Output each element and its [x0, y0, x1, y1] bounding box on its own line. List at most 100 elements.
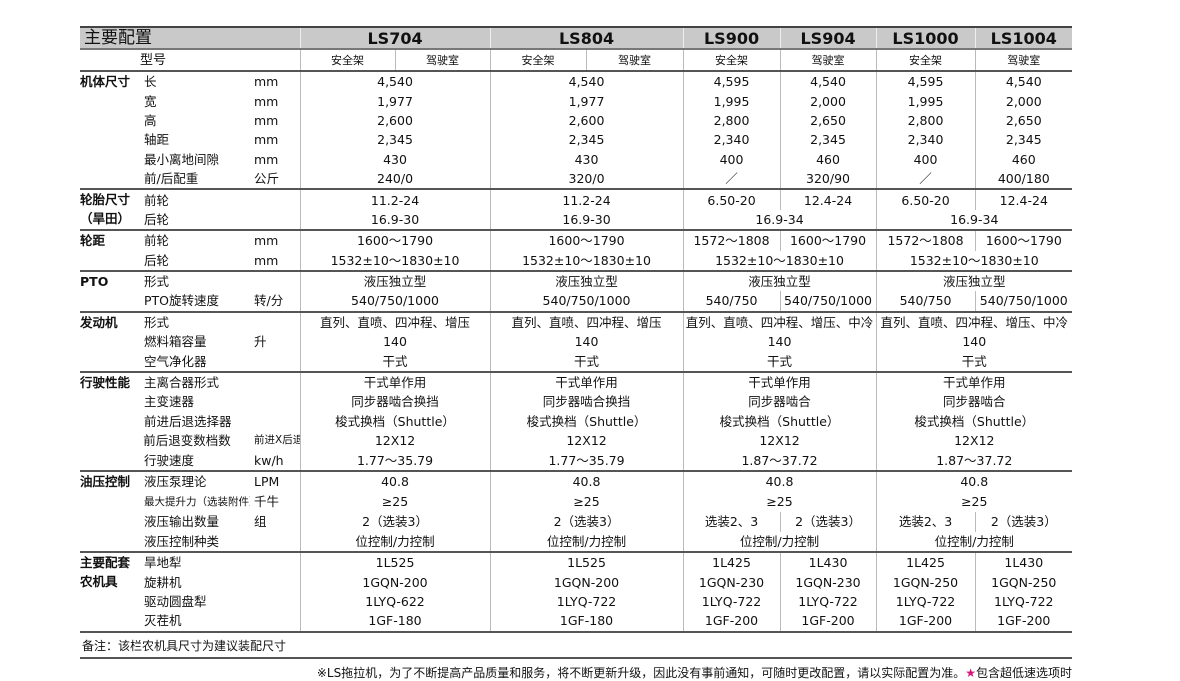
value-cell: 1,977 — [299, 91, 491, 111]
value-text: 1,977 — [377, 93, 413, 109]
ls904-cab: 驾驶室 — [779, 49, 877, 72]
category-label: 发动机 — [80, 310, 140, 372]
value-text: 2,650 — [810, 112, 846, 128]
value-cell: 140 — [682, 332, 877, 352]
table-row: 机体尺寸长 mm 4,540 4,540 4,595 4,540 4,595 4,540 — [80, 69, 1073, 190]
value-cell: 1GF-180 — [489, 611, 684, 631]
value-text: 16.9-30 — [562, 211, 611, 227]
unit-label: mm — [250, 69, 301, 92]
item-label: 驱动圆盘犁 — [140, 592, 250, 611]
ls804-cab: 驾驶室 — [585, 49, 684, 72]
value-cell: 1L525 — [489, 550, 684, 573]
unit-label — [250, 572, 300, 591]
category-label: PTO — [80, 269, 140, 312]
unit-label — [250, 412, 300, 431]
value-text: 干式 — [961, 353, 987, 369]
value-text: 4,540 — [810, 74, 846, 90]
value-text: 1L525 — [375, 555, 415, 571]
value-text: 1GQN-250 — [991, 574, 1057, 590]
value-text: 40.8 — [381, 474, 409, 489]
ls1000-safety-frame: 安全架 — [875, 49, 976, 72]
value-text: 2,650 — [1005, 112, 1042, 128]
value-cell: 1600～1790 — [974, 229, 1073, 251]
value-cell: 2,340 — [875, 130, 976, 150]
value-text: 40.8 — [572, 474, 601, 489]
value-cell: 选装2、3 — [682, 512, 781, 532]
unit-label: 升 — [254, 334, 267, 350]
value-text: 1600～1790 — [548, 233, 625, 249]
value-text: 460 — [1011, 151, 1036, 167]
category-label: 轮距 — [80, 229, 140, 271]
value-text: 1GF-180 — [559, 613, 614, 629]
footnote: 备注：该栏农机具尺寸为建议装配尺寸 — [80, 630, 1072, 655]
value-cell: 2,345 — [779, 130, 877, 150]
item-label: 灭茬机 — [140, 611, 250, 630]
spec-table: 主要配置 LS704 LS804 LS900 LS904 LS1000 LS10… — [80, 26, 1073, 631]
value-cell: 2,800 — [682, 110, 781, 131]
unit-label — [250, 310, 301, 333]
value-text: 1GQN-200 — [362, 574, 428, 590]
unit-label: mm — [254, 151, 279, 167]
star-icon: ★ — [965, 665, 976, 680]
ls1004-cab: 驾驶室 — [974, 49, 1073, 72]
value-text: 4,540 — [377, 74, 413, 90]
value-cell: 16.9-34 — [875, 209, 1073, 231]
model-ls1004: LS1004 — [974, 26, 1073, 50]
unit-label — [250, 532, 300, 552]
value-cell: 1L430 — [779, 550, 877, 573]
value-text: 2,800 — [907, 112, 944, 128]
unit-label: mm — [254, 112, 279, 128]
item-label: 高 — [140, 111, 250, 130]
item-label: 后轮 — [140, 210, 250, 230]
value-cell: 140 — [875, 332, 1073, 352]
table-row: 宽 mm 1,977 1,977 1,995 2,000 1,995 2,000 — [80, 91, 1073, 111]
value-cell: 240/0 — [299, 168, 491, 190]
value-cell: 1GQN-200 — [299, 572, 491, 592]
value-text: 1GF-200 — [898, 613, 953, 629]
value-cell: 540/750/1000 — [779, 291, 877, 312]
item-label: 行驶速度 — [140, 450, 250, 470]
table-row: PTO旋转速度 转/分 540/750/1000 540/750/1000 540/75… — [80, 291, 1073, 312]
model-label: 型号 — [80, 49, 301, 72]
value-text: 2,345 — [1005, 132, 1042, 148]
value-text: 位控制/力控制 — [355, 533, 435, 549]
value-cell: 1L430 — [974, 550, 1073, 573]
value-text: 12.4-24 — [999, 192, 1048, 208]
value-text: 540/750 — [899, 293, 952, 309]
value-cell: 1L425 — [875, 550, 976, 573]
value-text: 1600～1790 — [356, 233, 434, 249]
value-text: 40.8 — [765, 474, 794, 489]
value-text: 1532±10～1830±10 — [715, 252, 844, 268]
table-row: 前进后退选择器 梭式换档（Shuttle） 梭式换档（Shuttle） 梭式换档（Sh… — [80, 411, 1073, 432]
value-cell: 16.9-34 — [682, 209, 877, 231]
value-cell: 干式单作用 — [875, 370, 1073, 393]
value-cell: 1L425 — [682, 550, 781, 573]
value-text: 2,600 — [377, 112, 413, 128]
table-row: 驱动圆盘犁 1LYQ-622 1LYQ-722 1LYQ-722 1LYQ-722 1LY… — [80, 591, 1073, 612]
value-cell: 直列、直喷、四冲程、增压 — [489, 310, 684, 333]
value-cell: 1600～1790 — [489, 229, 684, 251]
value-cell: 1600～1790 — [299, 229, 491, 251]
value-text: 1.77～35.79 — [356, 452, 434, 468]
value-text: 1L430 — [808, 555, 848, 571]
value-text: ／ — [725, 171, 738, 187]
category-label: 机体尺寸 — [80, 69, 140, 190]
value-text: 1532±10～1830±10 — [909, 252, 1039, 268]
value-cell: ≥25 — [299, 491, 491, 513]
table-row: 后轮 16.9-30 16.9-30 16.9-34 16.9-34 — [80, 209, 1073, 231]
item-label: 燃料箱容量 — [140, 332, 250, 351]
value-cell: 干式单作用 — [489, 370, 684, 393]
value-cell: 6.50-20 — [875, 188, 976, 210]
value-text: 干式 — [574, 353, 600, 369]
value-text: ≥25 — [961, 494, 988, 510]
value-cell: 位控制/力控制 — [875, 531, 1073, 552]
value-text: 1.77～35.79 — [548, 452, 625, 468]
value-text: 40.8 — [960, 474, 989, 489]
value-text: 2（选装3） — [795, 514, 861, 530]
value-cell: 同步器啮合换挡 — [299, 392, 491, 412]
value-cell: 12X12 — [299, 431, 491, 451]
item-text: 旱地犁 — [144, 555, 182, 571]
value-text: 2（选装3） — [553, 514, 620, 530]
value-cell: 直列、直喷、四冲程、增压、中冷 — [875, 310, 1073, 333]
